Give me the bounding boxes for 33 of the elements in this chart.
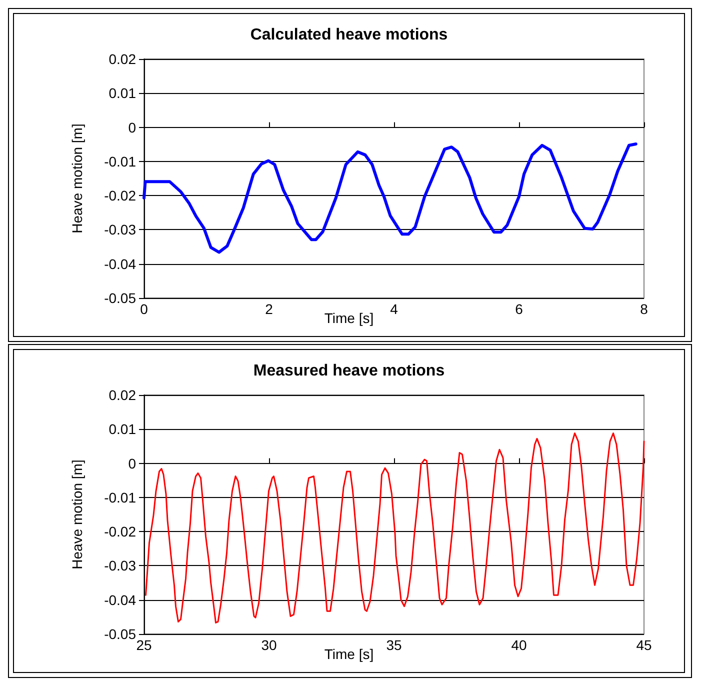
x-tick-label: 45 bbox=[636, 637, 652, 653]
x-tick-label: 6 bbox=[515, 301, 524, 317]
y-tick-label: 0 bbox=[128, 119, 136, 136]
y-tick-label: -0.02 bbox=[104, 188, 136, 204]
line-series bbox=[142, 142, 638, 254]
x-tick-label: 0 bbox=[140, 301, 148, 317]
x-tick-label: 2 bbox=[265, 301, 274, 317]
chart-title: Measured heave motions bbox=[253, 362, 445, 380]
y-tick-label: 0.01 bbox=[108, 85, 136, 102]
y-tick-label: -0.03 bbox=[104, 558, 136, 574]
x-tick-label: 8 bbox=[640, 301, 648, 317]
y-tick-label: -0.02 bbox=[104, 524, 136, 540]
y-axis-title: Heave motion [m] bbox=[69, 124, 85, 234]
y-tick-label: -0.05 bbox=[104, 626, 136, 642]
y-tick-label: 0.02 bbox=[108, 387, 136, 403]
y-tick-label: -0.05 bbox=[104, 290, 136, 306]
y-tick-label: 0 bbox=[128, 455, 136, 472]
y-tick-label: 0.01 bbox=[108, 421, 136, 438]
x-axis-title: Time [s] bbox=[324, 310, 374, 326]
y-tick-label: -0.04 bbox=[104, 592, 136, 608]
x-tick-label: 4 bbox=[390, 301, 398, 317]
y-tick-label: -0.04 bbox=[104, 256, 136, 272]
x-axis-title: Time [s] bbox=[324, 646, 374, 662]
y-tick-label: -0.01 bbox=[104, 153, 136, 170]
x-tick-label: 40 bbox=[511, 637, 527, 653]
chart-title: Calculated heave motions bbox=[250, 26, 448, 44]
y-tick-label: -0.01 bbox=[104, 489, 136, 506]
y-tick-label: -0.03 bbox=[104, 222, 136, 238]
x-tick-label: 35 bbox=[386, 637, 402, 653]
y-axis-title: Heave motion [m] bbox=[69, 460, 85, 570]
y-tick-label: 0.02 bbox=[108, 51, 136, 67]
x-tick-label: 25 bbox=[136, 637, 152, 653]
x-tick-label: 30 bbox=[261, 637, 277, 653]
